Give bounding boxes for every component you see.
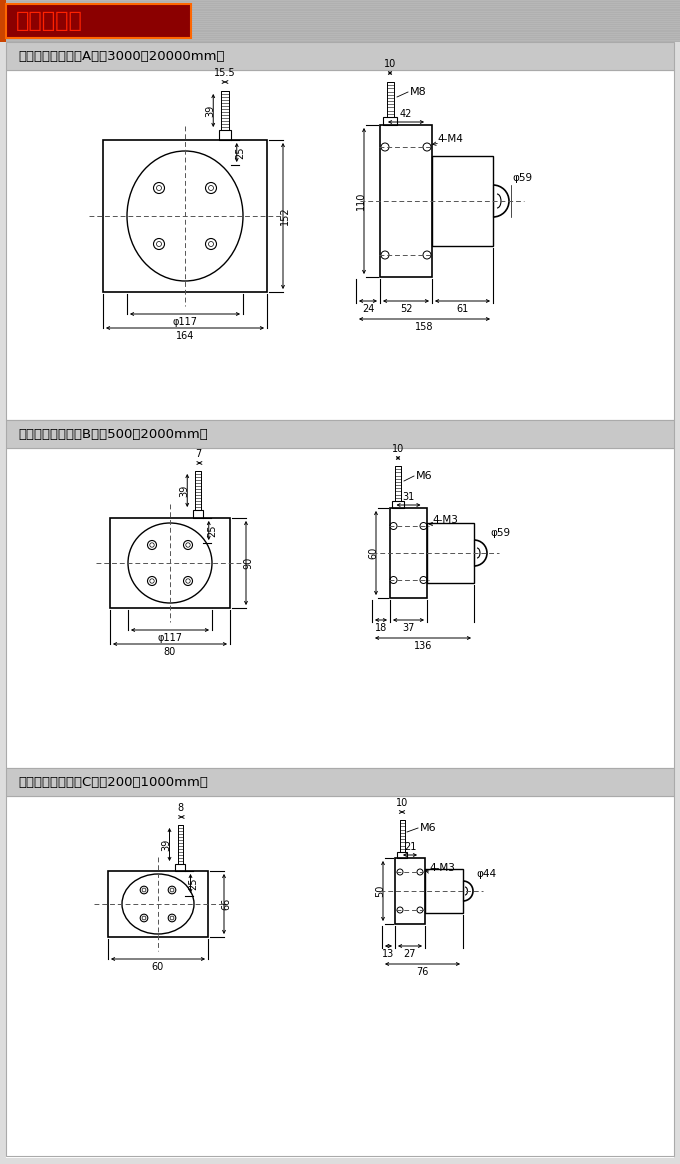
Circle shape (150, 579, 154, 583)
Text: 10: 10 (384, 59, 396, 69)
Text: 158: 158 (415, 322, 434, 332)
Bar (395, 858, 425, 924)
Bar (6, 70, 674, 420)
Bar (195, 471, 201, 510)
Bar (383, 118, 397, 125)
Bar (6, 42, 674, 70)
Text: 4-M3: 4-M3 (429, 863, 455, 873)
Circle shape (156, 185, 162, 191)
Bar (0, 0, 6, 42)
Bar (425, 870, 463, 913)
Text: 21: 21 (404, 842, 416, 852)
Text: M6: M6 (420, 823, 437, 833)
Bar (108, 871, 208, 937)
Bar (6, 3, 191, 38)
Text: 25: 25 (188, 878, 199, 889)
Text: 39: 39 (162, 838, 171, 851)
Bar (103, 140, 267, 292)
Circle shape (170, 916, 174, 920)
Bar (177, 825, 182, 864)
Text: 10: 10 (392, 443, 404, 454)
Text: φ117: φ117 (158, 633, 182, 643)
Text: M8: M8 (410, 87, 427, 97)
Text: 61: 61 (456, 304, 469, 314)
Text: 37: 37 (403, 623, 415, 633)
Text: φ44: φ44 (476, 870, 496, 879)
Text: 4-M3: 4-M3 (432, 514, 458, 525)
Bar (397, 852, 407, 858)
Text: 90: 90 (243, 556, 253, 569)
Text: 42: 42 (400, 109, 412, 119)
Text: 164: 164 (176, 331, 194, 341)
Text: 76: 76 (416, 967, 428, 977)
Text: 31: 31 (403, 492, 415, 502)
Text: φ59: φ59 (512, 173, 532, 183)
Bar (0, 0, 680, 42)
Circle shape (209, 185, 214, 191)
Text: 50: 50 (375, 885, 385, 897)
Circle shape (142, 888, 146, 892)
Bar (400, 819, 405, 852)
Bar (6, 448, 674, 768)
Bar (392, 501, 404, 508)
Text: φ117: φ117 (173, 317, 197, 327)
Text: 拉钢索式结构（小C型：200－1000mm）: 拉钢索式结构（小C型：200－1000mm） (18, 775, 208, 788)
Text: 80: 80 (164, 647, 176, 656)
Text: 27: 27 (404, 949, 416, 959)
Circle shape (209, 241, 214, 247)
Bar (193, 510, 203, 518)
Bar (221, 91, 228, 130)
Text: 39: 39 (180, 484, 189, 497)
Text: 25: 25 (207, 524, 217, 537)
Bar (6, 768, 674, 796)
Bar (6, 796, 674, 1156)
Circle shape (186, 579, 190, 583)
Text: 25: 25 (235, 147, 245, 158)
Text: 24: 24 (362, 304, 374, 314)
Text: 152: 152 (280, 207, 290, 226)
Text: 安装示意图: 安装示意图 (16, 10, 83, 31)
Text: φ59: φ59 (490, 528, 510, 538)
Bar (6, 420, 674, 448)
Text: 52: 52 (400, 304, 412, 314)
Text: 4-M4: 4-M4 (437, 134, 463, 144)
Bar (386, 81, 394, 118)
Circle shape (186, 542, 190, 547)
Text: 拉钢索式结构（大A型：3000－20000mm）: 拉钢索式结构（大A型：3000－20000mm） (18, 50, 224, 63)
Text: 110: 110 (356, 192, 366, 211)
Bar (395, 466, 401, 501)
Text: 15.5: 15.5 (214, 68, 236, 78)
Circle shape (156, 241, 162, 247)
Text: 60: 60 (368, 547, 378, 559)
Text: 66: 66 (221, 897, 231, 910)
Bar (175, 864, 185, 871)
Text: M6: M6 (416, 471, 432, 481)
Text: 7: 7 (195, 449, 201, 459)
Text: 39: 39 (205, 105, 216, 116)
Bar (427, 523, 474, 583)
Text: 60: 60 (152, 961, 164, 972)
Text: 拉钢索式结构（中B型：500－2000mm）: 拉钢索式结构（中B型：500－2000mm） (18, 427, 208, 440)
Bar (432, 156, 493, 246)
Text: 8: 8 (177, 803, 183, 812)
Bar (390, 508, 427, 598)
Bar (219, 130, 231, 140)
Bar (380, 125, 432, 277)
Circle shape (150, 542, 154, 547)
Bar (110, 518, 230, 608)
Circle shape (142, 916, 146, 920)
Text: 136: 136 (414, 641, 432, 651)
Circle shape (170, 888, 174, 892)
Text: 13: 13 (382, 949, 394, 959)
Text: 18: 18 (375, 623, 387, 633)
Text: 10: 10 (396, 799, 408, 808)
